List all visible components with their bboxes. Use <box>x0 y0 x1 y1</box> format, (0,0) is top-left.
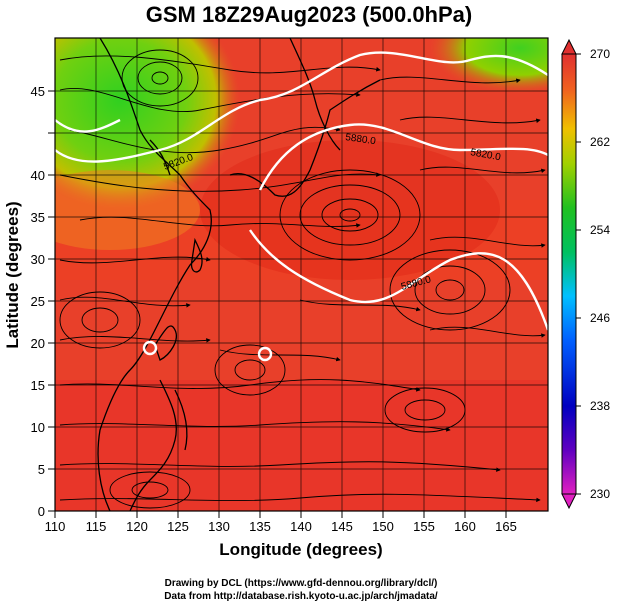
y-tick-label: 5 <box>38 462 45 477</box>
y-tick-label: 0 <box>38 504 45 519</box>
y-tick-label: 30 <box>31 252 45 267</box>
colorbar-tick-label: 254 <box>590 223 610 237</box>
y-tick-label: 10 <box>31 420 45 435</box>
y-tick-label: 15 <box>31 378 45 393</box>
x-tick-label: 145 <box>331 519 353 534</box>
x-tick-label: 110 <box>45 519 66 534</box>
contour-label-1: 5880.0 <box>345 132 377 147</box>
x-tick-label: 115 <box>86 519 107 534</box>
x-tick-label: 130 <box>208 519 230 534</box>
y-axis <box>48 90 55 512</box>
orange-transition <box>55 170 200 250</box>
x-tick-label: 160 <box>454 519 476 534</box>
colorbar-bottom-triangle <box>561 493 577 510</box>
colorbar-top-triangle <box>561 38 577 55</box>
x-tick-label: 125 <box>167 519 189 534</box>
x-tick-label: 140 <box>290 519 312 534</box>
northwest-cold-region <box>55 38 240 210</box>
colorbar-tick-label: 238 <box>590 399 610 413</box>
x-axis-label: Longitude (degrees) <box>219 540 382 559</box>
x-tick-label: 165 <box>495 519 517 534</box>
y-tick-label: 40 <box>31 168 45 183</box>
coastlines <box>97 38 381 511</box>
x-axis <box>54 511 507 518</box>
grid <box>55 38 548 511</box>
plot-area: 5880.0 5820.0 5880.0 5820.0 <box>55 38 548 511</box>
credit-line-2: Data from http://database.rish.kyoto-u.a… <box>164 591 438 602</box>
y-tick-label: 20 <box>31 336 45 351</box>
x-tick-label: 135 <box>249 519 271 534</box>
colorbar-gradient <box>561 53 577 495</box>
x-tick-label: 155 <box>413 519 435 534</box>
x-tick-label: 150 <box>372 519 394 534</box>
contour-label-2: 5820.0 <box>469 147 501 163</box>
y-tick-label: 25 <box>31 294 45 309</box>
colorbar: 230 238 246 254 262 270 <box>561 38 610 510</box>
y-tick-label: 45 <box>31 84 45 99</box>
colorbar-tick-label: 262 <box>590 135 610 149</box>
colorbar-tick-label: 246 <box>590 311 610 325</box>
chart-title: GSM 18Z29Aug2023 (500.0hPa) <box>146 2 472 27</box>
x-tick-label: 120 <box>126 519 148 534</box>
x-tick-labels: 110 115 120 125 130 135 140 145 150 155 … <box>45 519 517 534</box>
y-axis-label: Latitude (degrees) <box>3 201 22 348</box>
colorbar-tick-label: 230 <box>590 487 610 501</box>
y-tick-label: 35 <box>31 210 45 225</box>
y-tick-labels: 0 5 10 15 20 25 30 35 40 45 <box>31 84 45 519</box>
credit-line-1: Drawing by DCL (https://www.gfd-dennou.o… <box>165 578 438 589</box>
height-contours <box>55 51 548 362</box>
colorbar-tick-label: 270 <box>590 47 610 61</box>
south-band <box>55 380 548 511</box>
